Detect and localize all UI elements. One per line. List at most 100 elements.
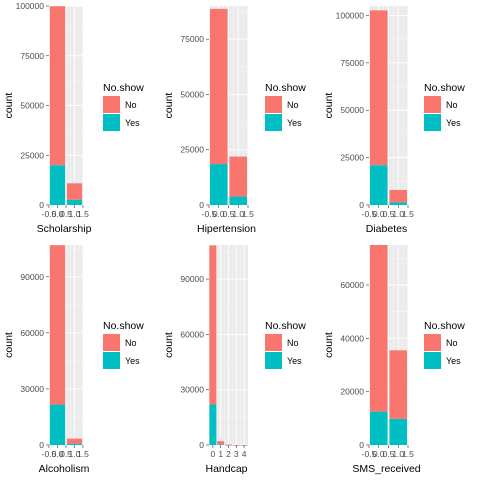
x-tick-label: 4 bbox=[242, 449, 247, 459]
legend: No.show No Yes bbox=[265, 82, 306, 131]
bar-segment-yes-0 bbox=[209, 404, 217, 445]
legend-label-yes: Yes bbox=[125, 356, 140, 366]
y-axis-title: count bbox=[163, 332, 175, 358]
y-tick-label: 60000 bbox=[180, 329, 204, 339]
y-tick-label: 90000 bbox=[180, 274, 204, 284]
x-tick-label: -0.5 bbox=[202, 209, 217, 219]
legend: No.show No Yes bbox=[103, 82, 144, 131]
legend-key-no bbox=[103, 334, 120, 351]
y-tick-label: 100000 bbox=[336, 10, 365, 20]
y-tick-label: 0 bbox=[39, 200, 44, 210]
bar-segment-no-0 bbox=[209, 8, 228, 165]
x-tick-label: 0.5 bbox=[223, 209, 235, 219]
legend-title: No.show bbox=[103, 320, 144, 332]
y-tick-label: 60000 bbox=[340, 280, 364, 290]
y-tick-label: 90000 bbox=[20, 272, 44, 282]
y-tick-label: 25000 bbox=[340, 153, 364, 163]
legend-label-yes: Yes bbox=[446, 356, 461, 366]
legend: No.show No Yes bbox=[424, 82, 465, 131]
x-tick-label: 1.5 bbox=[402, 209, 414, 219]
legend-label-yes: Yes bbox=[125, 118, 140, 128]
y-tick-label: 50000 bbox=[340, 105, 364, 115]
legend-title: No.show bbox=[265, 82, 306, 94]
y-axis-title: count bbox=[323, 93, 335, 119]
y-tick-label: 50000 bbox=[180, 89, 204, 99]
legend-key-no bbox=[265, 334, 282, 351]
bar-segment-no-2 bbox=[224, 444, 233, 446]
legend-label-no: No bbox=[125, 338, 137, 348]
bar-segment-no-1 bbox=[389, 190, 408, 203]
x-tick-label: -0.5 bbox=[362, 449, 377, 459]
x-axis-title: Diabetes bbox=[366, 223, 407, 235]
legend-title: No.show bbox=[103, 82, 144, 94]
bar-segment-no-0 bbox=[369, 245, 388, 412]
bar-segment-yes-1 bbox=[217, 444, 225, 445]
legend-label-no: No bbox=[287, 100, 299, 110]
facet-chart-2: 0 25000 50000 75000 100000 -0.50.00.51.01.5 Di… bbox=[323, 6, 465, 235]
x-tick-label: -0.5 bbox=[42, 449, 57, 459]
y-tick-label: 50000 bbox=[20, 101, 44, 111]
bar-segment-yes-1 bbox=[229, 196, 248, 205]
x-axis-title: Scholarship bbox=[37, 223, 92, 235]
x-tick-label: -0.5 bbox=[362, 209, 377, 219]
legend-label-no: No bbox=[446, 338, 458, 348]
bar-segment-yes-0 bbox=[49, 404, 66, 445]
bar-segment-yes-1 bbox=[66, 199, 83, 205]
legend-label-yes: Yes bbox=[287, 356, 302, 366]
y-tick-label: 30000 bbox=[180, 385, 204, 395]
x-tick-label: 1.0 bbox=[232, 209, 244, 219]
bar-segment-no-1 bbox=[66, 183, 83, 200]
x-tick-label: 0.0 bbox=[373, 209, 385, 219]
y-tick-label: 0 bbox=[199, 200, 204, 210]
legend-label-yes: Yes bbox=[287, 118, 302, 128]
legend-label-no: No bbox=[446, 100, 458, 110]
legend-label-no: No bbox=[287, 338, 299, 348]
bar-segment-yes-0 bbox=[369, 165, 388, 205]
x-tick-label: 0.5 bbox=[383, 449, 395, 459]
bar-segment-no-1 bbox=[389, 350, 408, 419]
x-tick-label: 3 bbox=[234, 449, 239, 459]
y-tick-label: 0 bbox=[199, 440, 204, 450]
x-tick-label: 1.5 bbox=[77, 449, 89, 459]
x-tick-label: 1.0 bbox=[392, 209, 404, 219]
x-axis-title: Hipertension bbox=[197, 223, 256, 235]
x-tick-label: 0.5 bbox=[60, 449, 72, 459]
x-tick-label: 1 bbox=[218, 449, 223, 459]
y-tick-label: 75000 bbox=[340, 58, 364, 68]
x-tick-label: 2 bbox=[226, 449, 231, 459]
x-tick-label: 1.0 bbox=[69, 449, 81, 459]
bar-segment-no-1 bbox=[229, 156, 248, 197]
x-tick-label: 0.5 bbox=[383, 209, 395, 219]
legend-title: No.show bbox=[265, 320, 306, 332]
x-tick-label: 0 bbox=[211, 449, 216, 459]
bar-segment-no-0 bbox=[49, 245, 66, 405]
legend: No.show No Yes bbox=[424, 320, 465, 369]
y-tick-label: 75000 bbox=[180, 34, 204, 44]
legend-key-yes bbox=[424, 352, 441, 369]
x-tick-label: 0.5 bbox=[60, 209, 72, 219]
legend-label-yes: Yes bbox=[446, 118, 461, 128]
x-axis-title: Alcoholism bbox=[39, 463, 90, 475]
y-tick-label: 0 bbox=[359, 200, 364, 210]
bar-segment-yes-1 bbox=[66, 443, 83, 445]
legend-key-no bbox=[265, 96, 282, 113]
y-axis-title: count bbox=[323, 332, 335, 358]
bar-segment-yes-0 bbox=[49, 165, 66, 205]
y-tick-label: 0 bbox=[359, 440, 364, 450]
y-tick-label: 20000 bbox=[340, 387, 364, 397]
legend-title: No.show bbox=[424, 320, 465, 332]
x-tick-label: 1.5 bbox=[77, 209, 89, 219]
y-tick-label: 60000 bbox=[20, 328, 44, 338]
x-axis-title: Handcap bbox=[205, 463, 247, 475]
bar-segment-no-0 bbox=[209, 245, 217, 405]
legend-key-no bbox=[103, 96, 120, 113]
legend-key-no bbox=[424, 96, 441, 113]
y-tick-label: 100000 bbox=[16, 1, 45, 11]
bar-segment-no-1 bbox=[66, 438, 83, 444]
y-tick-label: 0 bbox=[39, 440, 44, 450]
facet-chart-5: 0 20000 40000 60000 -0.50.00.51.01.5 SMS_rece… bbox=[323, 245, 465, 475]
y-tick-label: 25000 bbox=[180, 145, 204, 155]
legend-key-yes bbox=[265, 352, 282, 369]
